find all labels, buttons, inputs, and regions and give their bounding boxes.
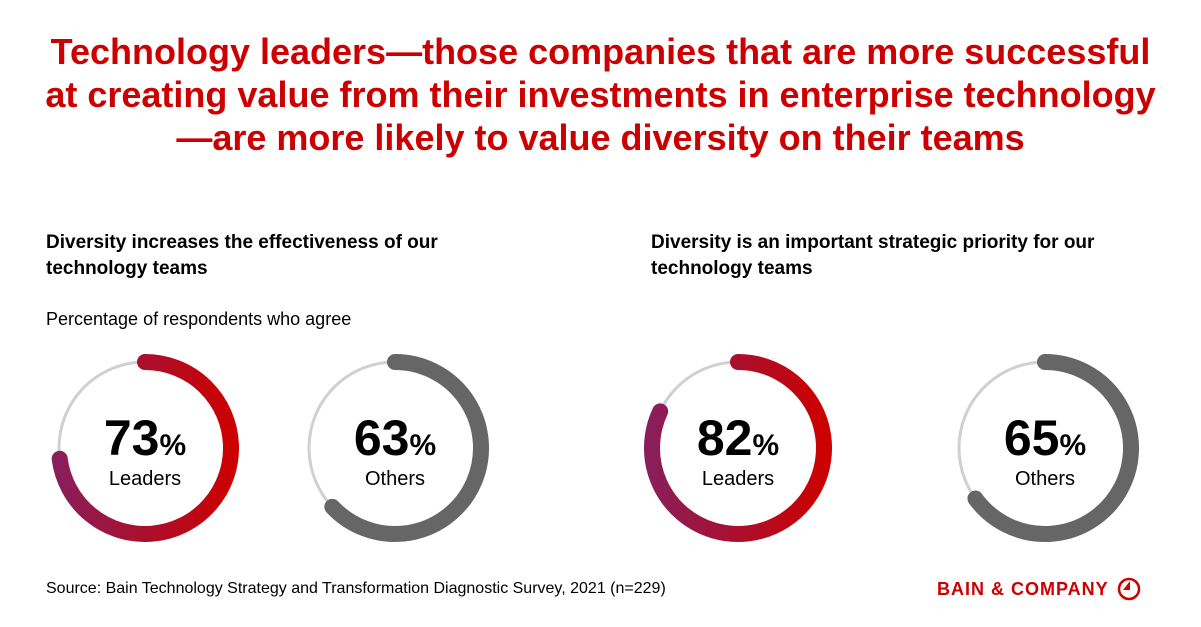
logo-text: BAIN & COMPANY	[937, 578, 1109, 599]
donut-value: 82%	[697, 410, 779, 466]
bain-logo: BAIN & COMPANY	[937, 577, 1141, 601]
donut-arc-others	[967, 354, 1139, 542]
donut-value: 63%	[354, 410, 436, 466]
donut-arc-leaders	[644, 354, 832, 542]
chart-1-title: Diversity increases the effectiveness of…	[46, 232, 438, 279]
donut-arc-others	[324, 354, 489, 542]
donut-value: 65%	[1004, 410, 1086, 466]
donut-arc-leaders	[51, 354, 239, 542]
page-title: Technology leaders—those companies that …	[45, 31, 1156, 158]
donut-label: Leaders	[109, 468, 181, 490]
donut-value: 73%	[104, 410, 186, 466]
donut-label: Leaders	[702, 468, 774, 490]
chart-note: Percentage of respondents who agree	[46, 309, 352, 329]
donut-label: Others	[1015, 468, 1075, 490]
source-note: Source: Bain Technology Strategy and Tra…	[46, 580, 666, 597]
logo-icon	[1117, 577, 1140, 601]
donut-label: Others	[365, 468, 425, 490]
chart-2-title: Diversity is an important strategic prio…	[651, 232, 1095, 279]
